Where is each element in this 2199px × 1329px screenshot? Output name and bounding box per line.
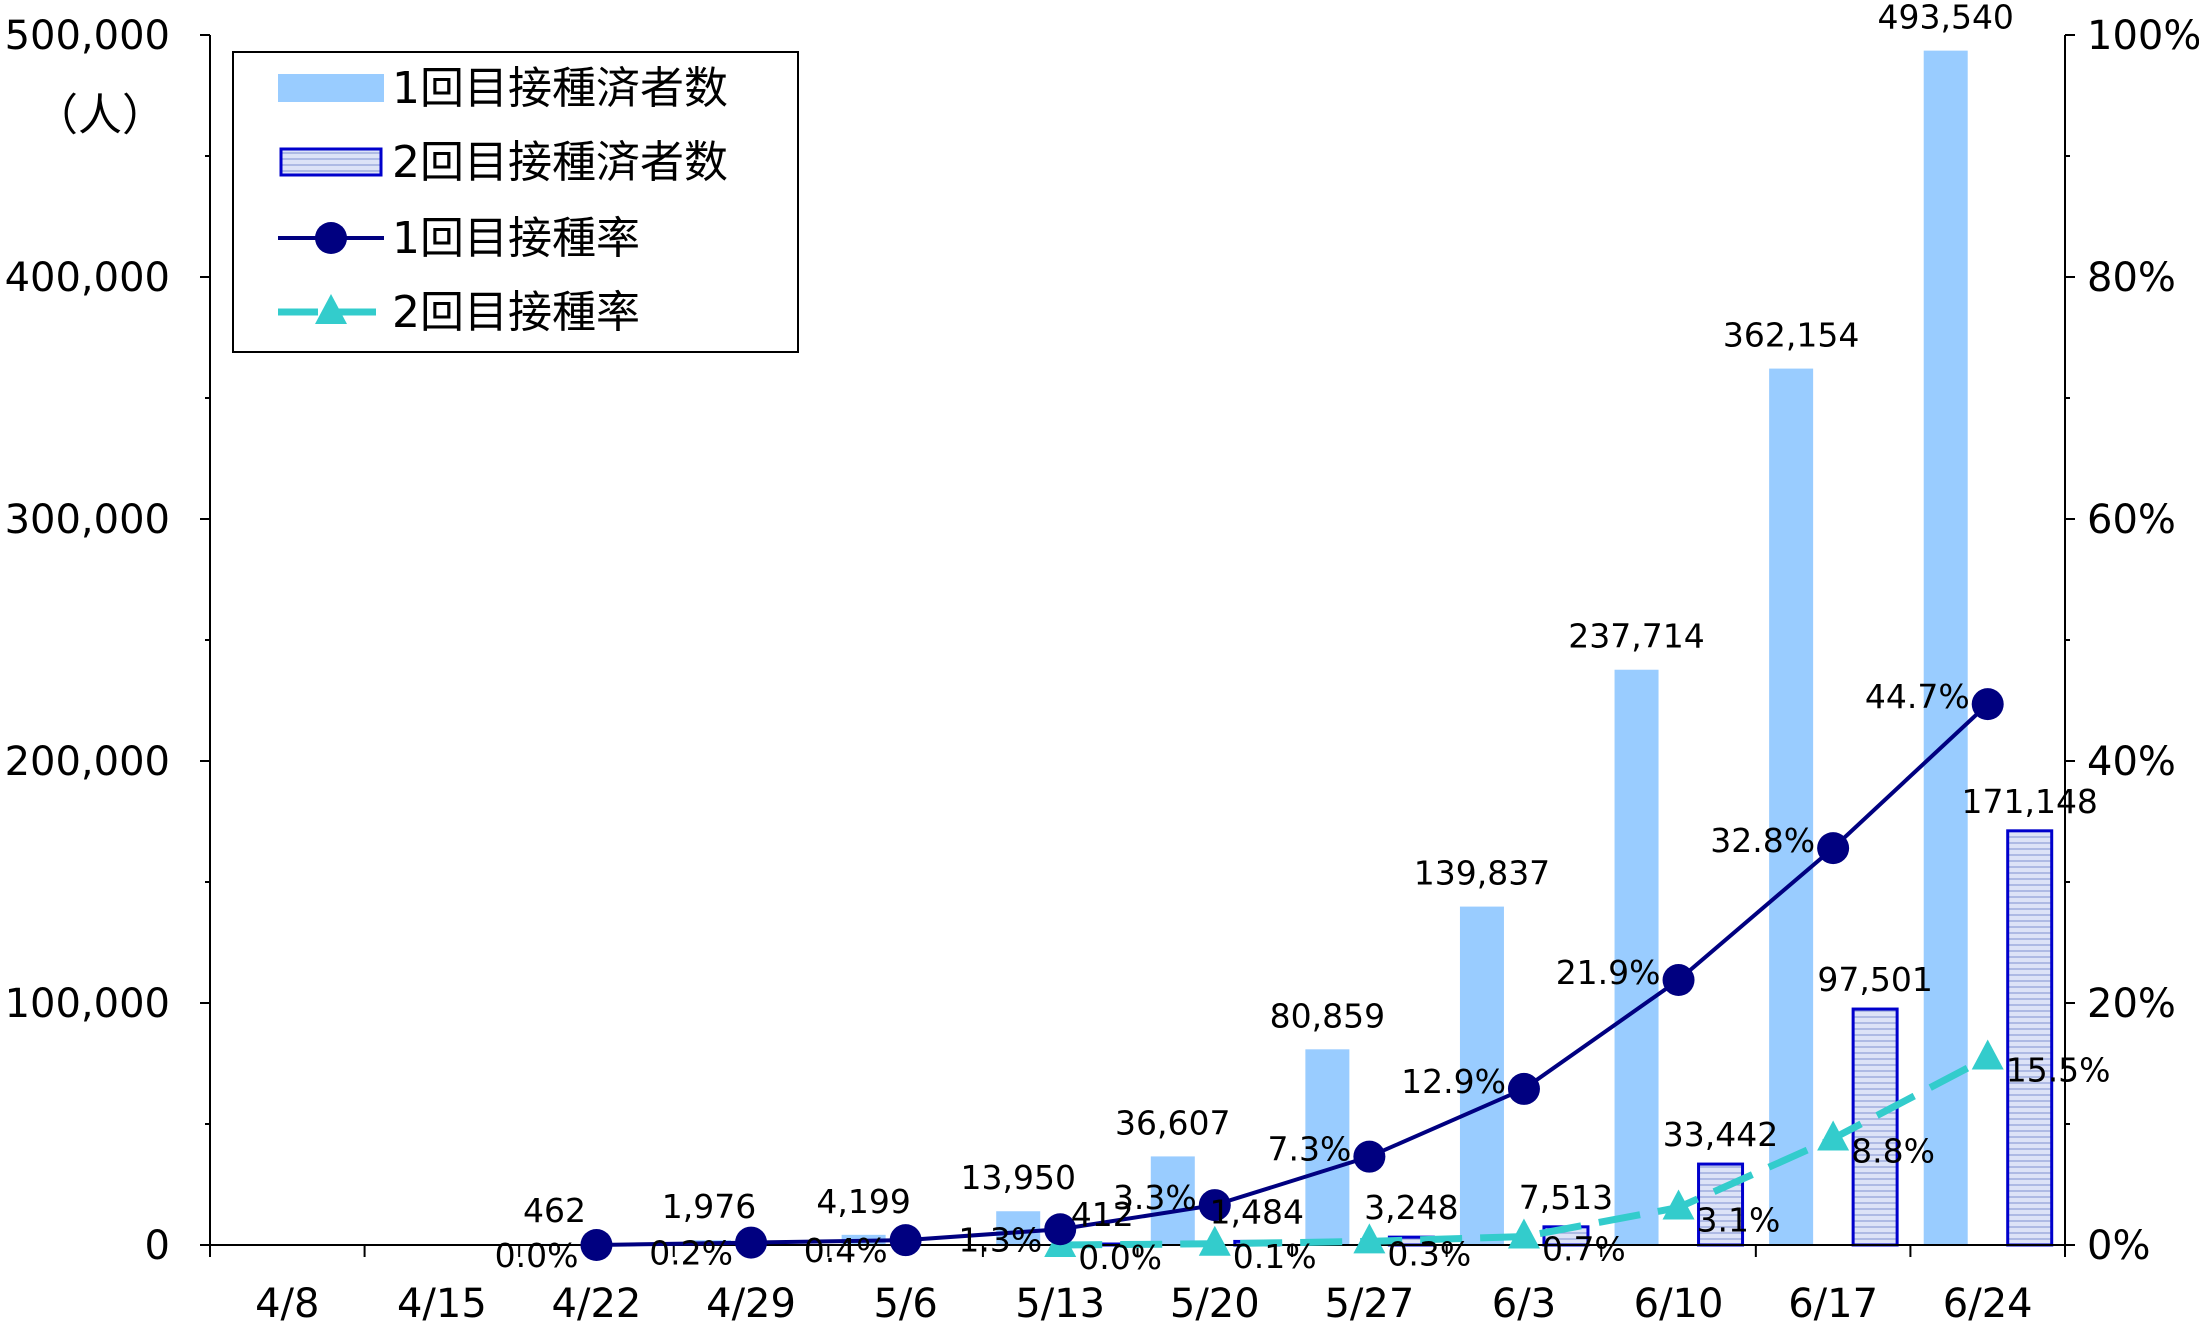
label-first-dose-rate: 1.3% [958, 1220, 1042, 1259]
legend-swatch-second-dose [279, 147, 383, 177]
label-first-dose-rate: 44.7% [1865, 677, 1970, 716]
x-tick-label: 4/29 [706, 1281, 796, 1327]
y-left-tick-label: 500,000 [5, 13, 170, 59]
point-first-dose-rate [1353, 1140, 1386, 1173]
x-tick-label: 5/6 [873, 1281, 937, 1327]
point-first-dose-rate [1044, 1213, 1077, 1246]
y-left-tick-label: 400,000 [5, 255, 170, 301]
label-first-dose-count: 13,950 [960, 1158, 1075, 1197]
legend-label: 1回目接種率 [392, 213, 640, 264]
point-second-dose-rate [1971, 1039, 2004, 1070]
label-first-dose-rate: 21.9% [1556, 953, 1661, 992]
y-left-tick-label: 100,000 [5, 981, 170, 1027]
point-second-dose-rate [1817, 1120, 1850, 1151]
label-second-dose-count: 412 [1071, 1195, 1134, 1234]
bar-first-dose [1150, 1156, 1195, 1245]
point-first-dose-rate [1662, 964, 1695, 997]
label-first-dose-count: 80,859 [1270, 996, 1385, 1035]
x-tick-label: 4/22 [552, 1281, 642, 1327]
x-tick-label: 6/17 [1788, 1281, 1878, 1327]
x-tick-label: 6/10 [1634, 1281, 1724, 1327]
bar-first-dose [1923, 50, 1968, 1246]
y-left-tick-label: 300,000 [5, 497, 170, 543]
label-second-dose-count: 33,442 [1663, 1115, 1778, 1154]
label-first-dose-count: 1,976 [662, 1187, 756, 1226]
label-second-dose-count: 7,513 [1519, 1178, 1613, 1217]
bar-first-dose [1305, 1049, 1350, 1245]
y-left-tick-label: 0 [145, 1223, 170, 1269]
label-first-dose-count: 4,199 [816, 1182, 910, 1221]
label-second-dose-rate: 0.0% [1078, 1238, 1162, 1277]
y-right-tick-label: 20% [2087, 981, 2176, 1027]
y-right-tick-label: 0% [2087, 1223, 2150, 1269]
point-first-dose-rate [580, 1229, 613, 1261]
legend-marker-second-rate [315, 294, 347, 324]
point-second-dose-rate [1198, 1225, 1231, 1256]
label-first-dose-count: 493,540 [1877, 0, 2013, 37]
point-first-dose-rate [1507, 1072, 1540, 1105]
label-second-dose-rate: 8.8% [1851, 1132, 1935, 1171]
x-tick-label: 6/3 [1492, 1281, 1556, 1327]
x-tick-label: 5/13 [1015, 1281, 1105, 1327]
point-first-dose-rate [735, 1226, 768, 1259]
label-first-dose-count: 362,154 [1723, 316, 1859, 355]
point-second-dose-rate [1353, 1223, 1386, 1254]
legend-swatch-first-dose [278, 74, 384, 102]
y-right-tick-label: 80% [2087, 255, 2176, 301]
x-tick-label: 4/8 [255, 1281, 319, 1327]
bar-first-dose [1769, 368, 1814, 1246]
legend: 1回目接種済者数 2回目接種済者数 1回目接種率 2回目接種率 [232, 51, 799, 353]
point-first-dose-rate [889, 1224, 922, 1257]
label-first-dose-count: 237,714 [1568, 617, 1704, 656]
label-second-dose-rate: 0.1% [1233, 1237, 1317, 1276]
label-second-dose-count: 3,248 [1364, 1188, 1458, 1227]
y-right-tick-label: 40% [2087, 739, 2176, 785]
label-first-dose-count: 462 [523, 1191, 586, 1230]
rate-lines [580, 688, 2004, 1261]
label-first-dose-rate: 0.0% [495, 1236, 579, 1275]
label-first-dose-rate: 3.3% [1113, 1178, 1197, 1217]
legend-marker-first-rate [315, 222, 347, 254]
bar-first-dose [1459, 906, 1504, 1245]
legend-label: 2回目接種率 [392, 287, 640, 338]
legend-label: 1回目接種済者数 [392, 63, 728, 114]
bar-first-dose [1614, 669, 1659, 1245]
x-tick-label: 4/15 [397, 1281, 487, 1327]
bar-first-dose [996, 1211, 1041, 1245]
label-first-dose-count: 139,837 [1414, 854, 1550, 893]
y-right-tick-label: 100% [2087, 13, 2199, 59]
label-first-dose-rate: 0.2% [649, 1234, 733, 1273]
label-first-dose-rate: 7.3% [1268, 1130, 1352, 1169]
label-first-dose-count: 36,607 [1115, 1103, 1230, 1142]
point-first-dose-rate [1817, 832, 1850, 865]
label-first-dose-rate: 12.9% [1401, 1062, 1506, 1101]
line-first-dose-rate [596, 702, 1990, 1247]
label-second-dose-rate: 0.3% [1387, 1234, 1471, 1273]
legend-label: 2回目接種済者数 [392, 137, 728, 188]
x-tick-label: 5/20 [1170, 1281, 1260, 1327]
label-second-dose-rate: 3.1% [1697, 1200, 1781, 1239]
bars-first-dose [532, 50, 1968, 1246]
y-left-unit-label: （人） [34, 90, 166, 141]
y-left-tick-label: 200,000 [5, 739, 170, 785]
axes: 0 100,000 200,000 300,000 400,000 500,000 0% 20… [5, 13, 2199, 1327]
label-second-dose-rate: 15.5% [2006, 1050, 2111, 1089]
label-first-dose-rate: 32.8% [1710, 821, 1815, 860]
label-second-dose-rate: 0.7% [1542, 1230, 1626, 1269]
x-tick-label: 5/27 [1324, 1281, 1414, 1327]
point-second-dose-rate [1507, 1218, 1540, 1249]
label-second-dose-count: 97,501 [1817, 960, 1932, 999]
point-first-dose-rate [1971, 688, 2004, 721]
label-first-dose-rate: 0.4% [804, 1231, 888, 1270]
label-second-dose-count: 1,484 [1210, 1192, 1304, 1231]
x-tick-label: 6/24 [1943, 1281, 2033, 1327]
bar-second-dose [2006, 829, 2054, 1247]
point-first-dose-rate [1198, 1189, 1231, 1222]
label-second-dose-count: 171,148 [1961, 782, 2097, 821]
point-second-dose-rate [1662, 1189, 1695, 1220]
bar-second-dose [1697, 1162, 1745, 1247]
y-right-tick-label: 60% [2087, 497, 2176, 543]
